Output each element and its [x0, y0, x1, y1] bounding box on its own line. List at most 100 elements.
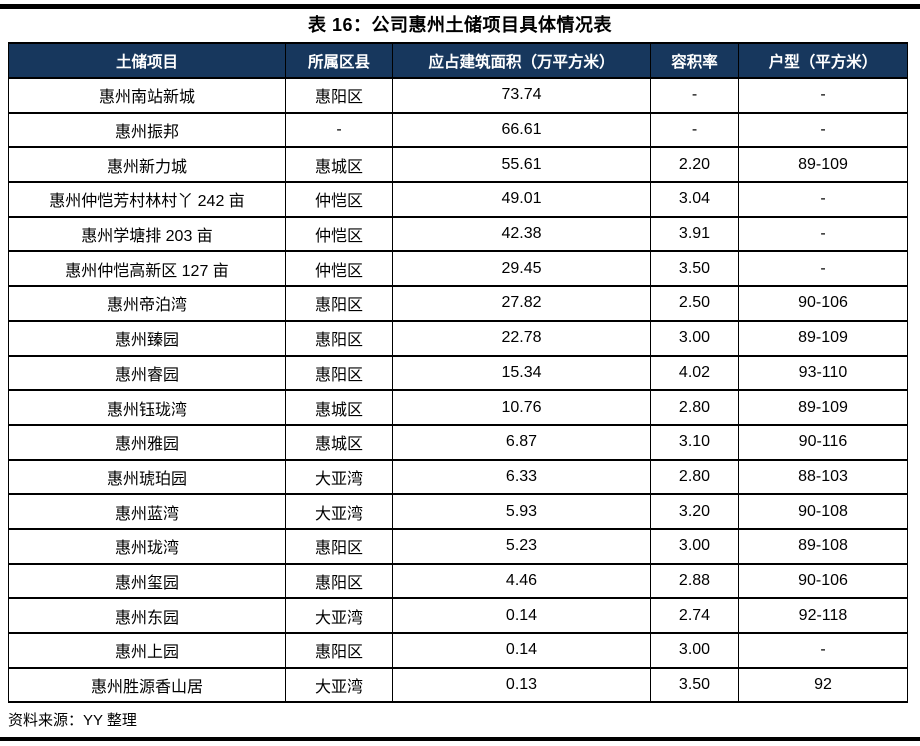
table-cell: 惠州新力城	[8, 146, 286, 184]
top-divider-rule	[0, 4, 920, 9]
table-cell: 2.88	[650, 562, 739, 600]
table-cell: 90-108	[738, 493, 908, 530]
land-reserve-table-container: 土储项目 所属区县 应占建筑面积（万平方米） 容积率 户型（平方米） 惠州南站新城 惠阳区…	[8, 42, 908, 704]
table-cell: 3.50	[650, 250, 739, 288]
table-cell: 惠阳区	[285, 354, 393, 392]
table-row: 惠州雅园 惠城区 6.87 3.10 90-116	[8, 423, 908, 461]
table-cell: 惠州睿园	[8, 354, 286, 392]
table-cell: 0.13	[392, 666, 651, 704]
table-cell: -	[738, 111, 908, 149]
table-cell: 22.78	[392, 319, 651, 357]
table-cell: 大亚湾	[285, 666, 393, 704]
table-cell: 0.14	[392, 632, 651, 669]
table-cell: -	[650, 77, 739, 114]
table-cell: 92	[738, 666, 908, 704]
table-row: 惠州仲恺高新区 127 亩仲恺区 29.45 3.50-	[8, 250, 908, 288]
table-cell: 惠州琥珀园	[8, 458, 286, 496]
table-row: 惠州钰珑湾 惠城区 10.76 2.80 89-109	[8, 389, 908, 426]
table-cell: 3.20	[650, 493, 739, 530]
table-row: 惠州东园 大亚湾 0.14 2.74 92-118	[8, 597, 908, 634]
table-cell: 90-106	[738, 562, 908, 600]
table-cell: 惠阳区	[285, 77, 393, 114]
table-cell: 3.91	[650, 215, 739, 253]
table-row: 惠州新力城 惠城区 55.61 2.20 89-109	[8, 146, 908, 184]
table-cell: 90-116	[738, 423, 908, 461]
column-header: 应占建筑面积（万平方米）	[392, 42, 651, 79]
table-cell: 15.34	[392, 354, 651, 392]
column-header: 所属区县	[285, 42, 393, 79]
table-cell: 惠阳区	[285, 562, 393, 600]
table-cell: 2.50	[650, 285, 739, 322]
table-cell: 66.61	[392, 111, 651, 149]
table-cell: 73.74	[392, 77, 651, 114]
table-cell: 3.50	[650, 666, 739, 704]
table-cell: 惠城区	[285, 389, 393, 426]
table-cell: -	[650, 111, 739, 149]
table-cell: 仲恺区	[285, 181, 393, 218]
table-row: 惠州睿园 惠阳区 15.34 4.02 93-110	[8, 354, 908, 392]
table-cell: 惠州东园	[8, 597, 286, 634]
table-cell: 89-109	[738, 389, 908, 426]
table-row: 惠州玺园 惠阳区 4.46 2.88 90-106	[8, 562, 908, 600]
column-header: 容积率	[650, 42, 739, 79]
table-cell: 惠州雅园	[8, 423, 286, 461]
table-row: 惠州珑湾 惠阳区 5.23 3.00 89-108	[8, 527, 908, 565]
table-cell: 27.82	[392, 285, 651, 322]
table-cell: -	[738, 632, 908, 669]
table-cell: 惠州蓝湾	[8, 493, 286, 530]
table-cell: 5.93	[392, 493, 651, 530]
table-cell: 仲恺区	[285, 215, 393, 253]
table-cell: 6.33	[392, 458, 651, 496]
table-row: 惠州上园 惠阳区 0.14 3.00-	[8, 632, 908, 669]
table-cell: 惠州玺园	[8, 562, 286, 600]
table-cell: 88-103	[738, 458, 908, 496]
table-cell: 2.20	[650, 146, 739, 184]
table-cell: 89-109	[738, 146, 908, 184]
table-cell: 89-108	[738, 527, 908, 565]
table-cell: 4.02	[650, 354, 739, 392]
table-cell: 2.80	[650, 458, 739, 496]
table-cell: 2.80	[650, 389, 739, 426]
table-cell: 3.00	[650, 527, 739, 565]
table-cell: 4.46	[392, 562, 651, 600]
table-cell: 惠州臻园	[8, 319, 286, 357]
table-cell: 惠阳区	[285, 632, 393, 669]
table-cell: 惠城区	[285, 423, 393, 461]
table-cell: 3.04	[650, 181, 739, 218]
table-cell: 5.23	[392, 527, 651, 565]
table-cell: -	[738, 250, 908, 288]
table-row: 惠州南站新城 惠阳区 73.74- -	[8, 77, 908, 114]
table-cell: 惠阳区	[285, 527, 393, 565]
table-row: 惠州振邦 -66.61- -	[8, 111, 908, 149]
table-cell: 42.38	[392, 215, 651, 253]
table-cell: 惠州珑湾	[8, 527, 286, 565]
table-cell: 大亚湾	[285, 493, 393, 530]
table-row: 惠州胜源香山居 大亚湾 0.13 3.50 92	[8, 666, 908, 704]
table-cell: 惠阳区	[285, 319, 393, 357]
table-row: 惠州学塘排 203 亩仲恺区 42.38 3.91-	[8, 215, 908, 253]
table-cell: 3.00	[650, 319, 739, 357]
land-reserve-table: 土储项目 所属区县 应占建筑面积（万平方米） 容积率 户型（平方米） 惠州南站新城 惠阳区…	[8, 42, 908, 704]
table-cell: 惠阳区	[285, 285, 393, 322]
table-cell: 92-118	[738, 597, 908, 634]
table-cell: 惠州南站新城	[8, 77, 286, 114]
table-cell: 大亚湾	[285, 458, 393, 496]
table-row: 惠州臻园 惠阳区 22.78 3.00 89-109	[8, 319, 908, 357]
table-row: 惠州蓝湾 大亚湾 5.93 3.20 90-108	[8, 493, 908, 530]
table-cell: 惠州上园	[8, 632, 286, 669]
table-body: 惠州南站新城 惠阳区 73.74- - 惠州振邦 -66.61- - 惠州新力城 惠城区 55.6…	[8, 77, 908, 704]
table-header-row: 土储项目 所属区县 应占建筑面积（万平方米） 容积率 户型（平方米）	[8, 42, 908, 79]
table-cell: 6.87	[392, 423, 651, 461]
table-cell: 2.74	[650, 597, 739, 634]
table-cell: 90-106	[738, 285, 908, 322]
table-cell: 0.14	[392, 597, 651, 634]
table-cell: 10.76	[392, 389, 651, 426]
table-cell: 惠州学塘排 203 亩	[8, 215, 286, 253]
column-header: 土储项目	[8, 42, 286, 79]
table-title: 表 16：公司惠州土储项目具体情况表	[307, 15, 613, 35]
table-cell: 3.10	[650, 423, 739, 461]
bottom-divider-rule	[0, 737, 920, 741]
source-note: 资料来源：YY 整理	[8, 712, 137, 729]
table-cell: 55.61	[392, 146, 651, 184]
table-cell: -	[285, 111, 393, 149]
